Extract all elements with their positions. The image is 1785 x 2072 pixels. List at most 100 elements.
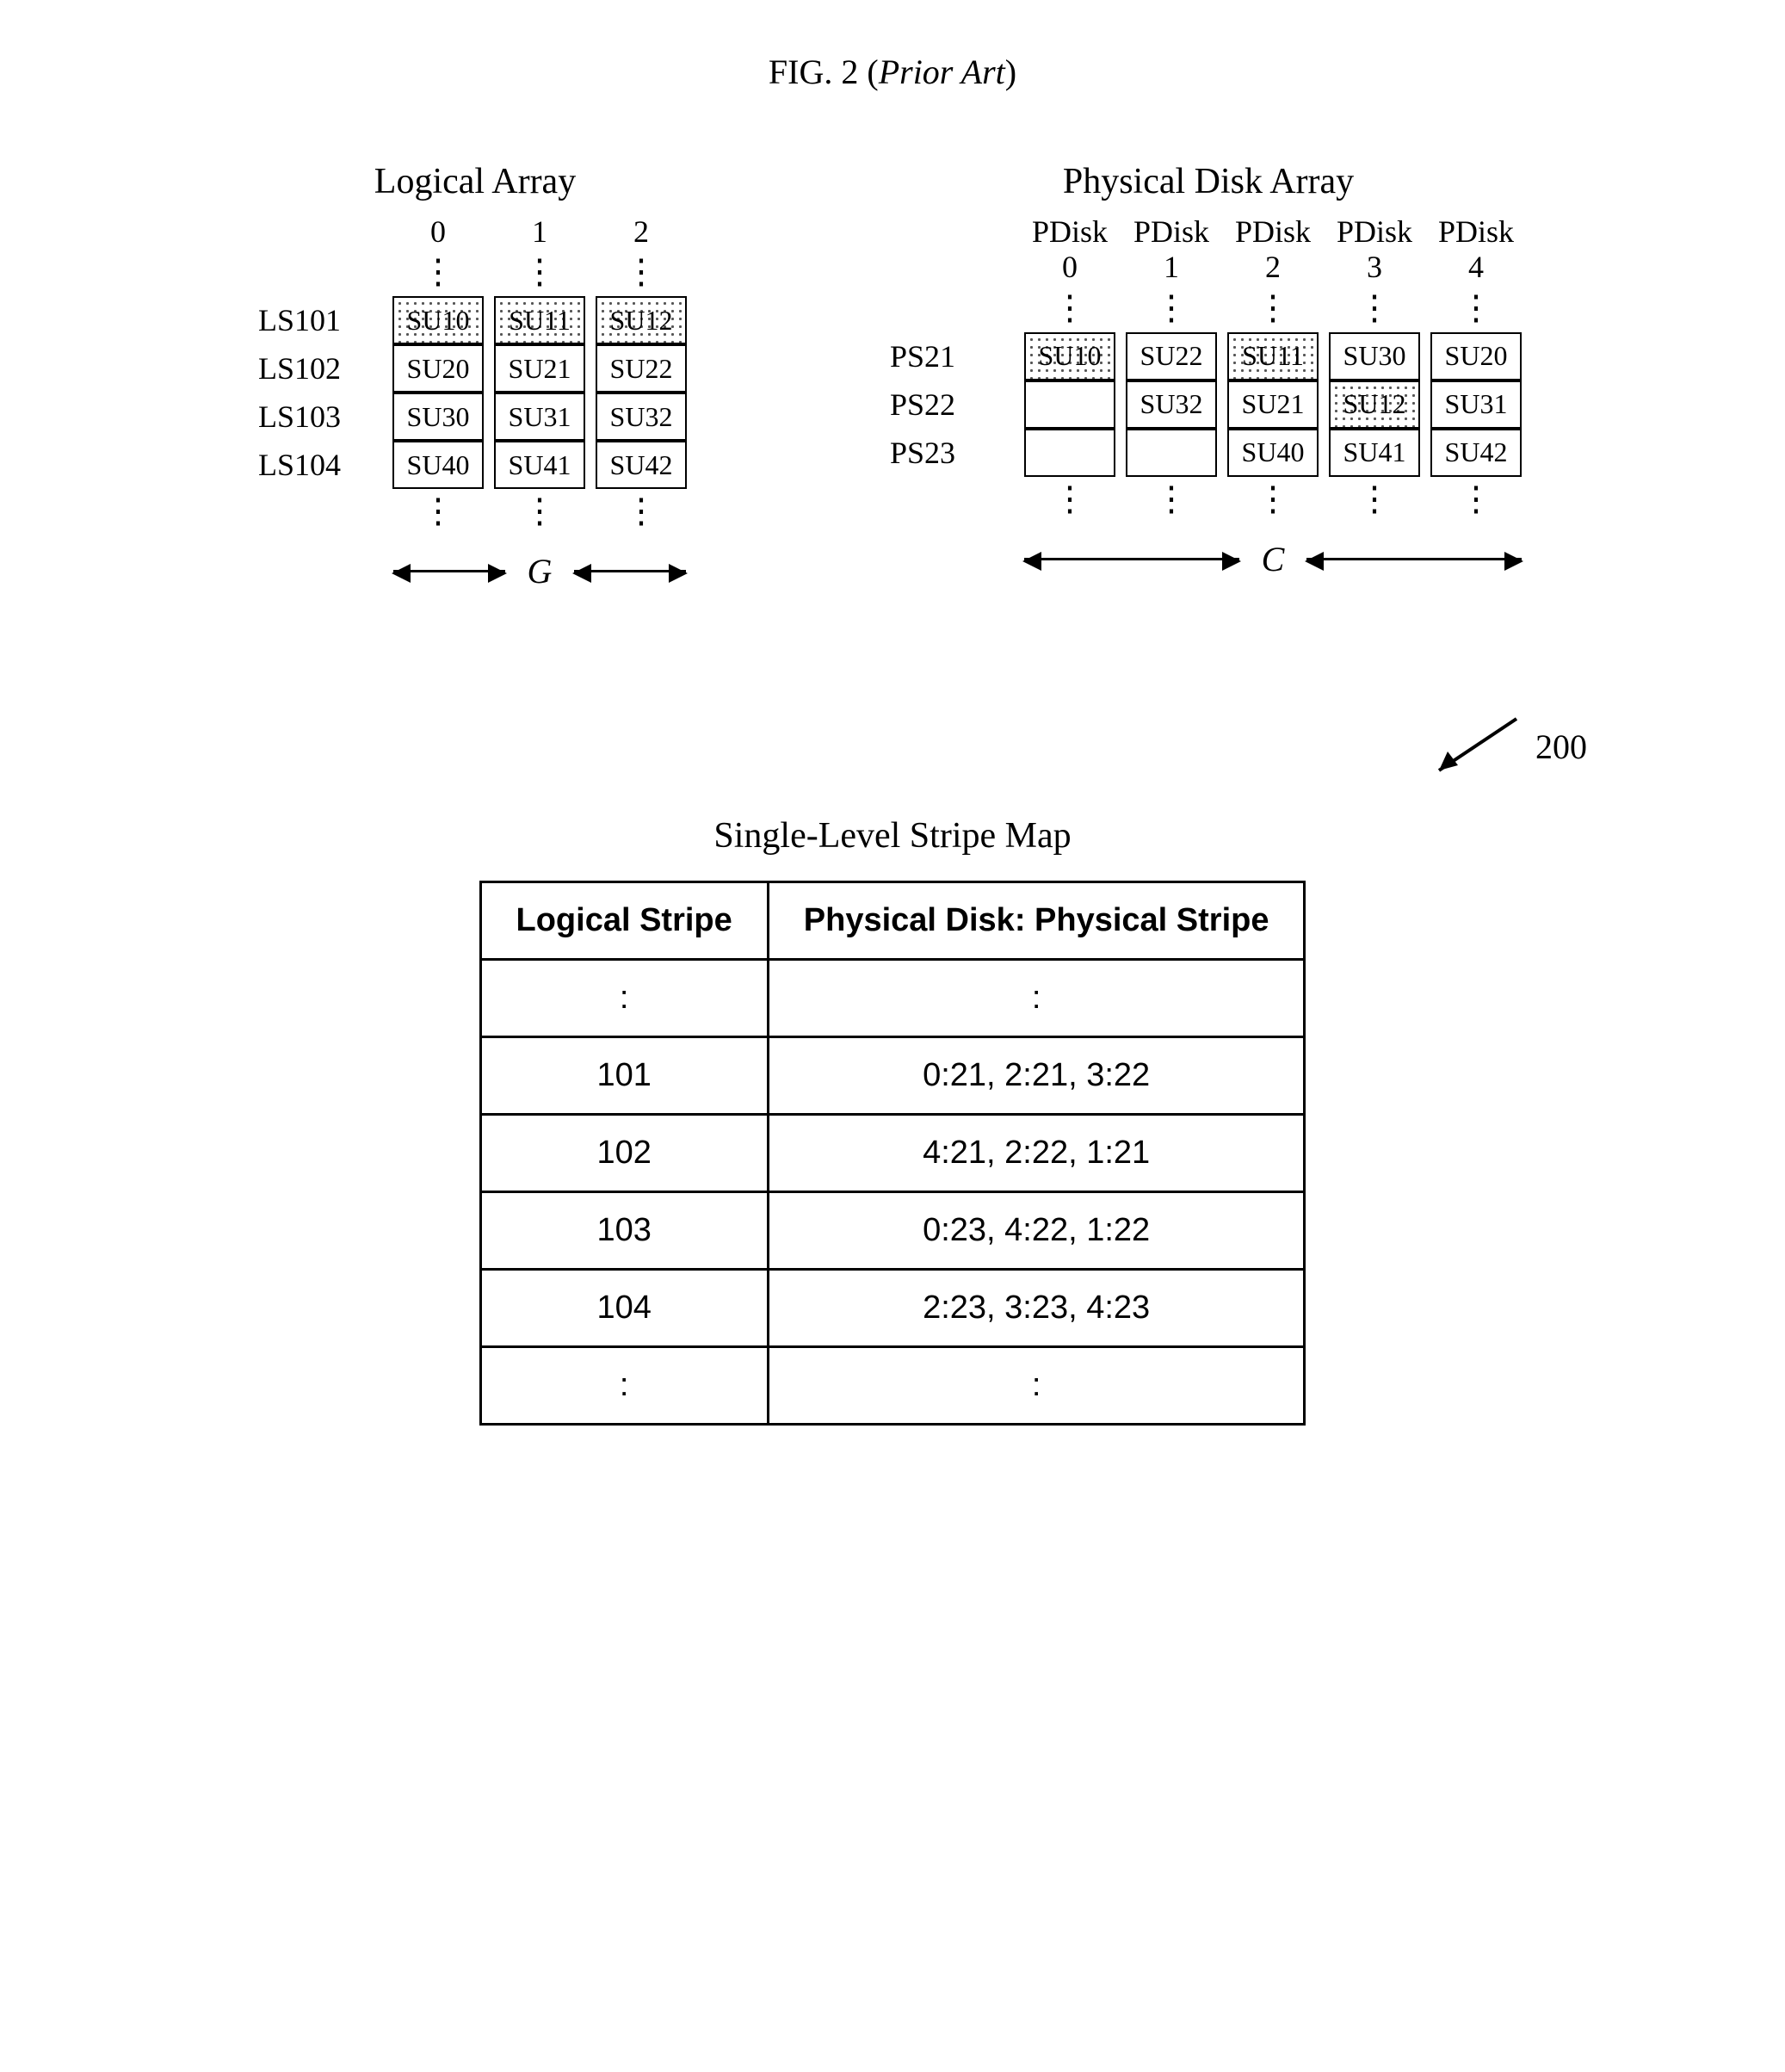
table-cell: 103 (480, 1192, 768, 1270)
physical-rows: PS21SU10SU22SU11SU30SU20 PS22 SU32SU21SU12… (890, 332, 1527, 477)
physical-col-header: PDisk 3 (1324, 214, 1425, 286)
physical-array-title: Physical Disk Array (1063, 161, 1354, 202)
table-cell: : (480, 960, 768, 1037)
stripe-map-title: Single-Level Stripe Map (34, 815, 1751, 857)
ellipsis-icon (1019, 477, 1121, 523)
physical-column-headers: PDisk 0PDisk 1PDisk 2PDisk 3PDisk 4 (890, 214, 1527, 286)
callout-200: 200 (1422, 712, 1587, 781)
logical-cell: SU42 (596, 441, 687, 489)
logical-column-headers: 012 (258, 214, 692, 250)
ellipsis-icon (489, 250, 590, 296)
figure-title: FIG. 2 (Prior Art) (34, 52, 1751, 92)
physical-row-label: PS21 (890, 332, 1019, 380)
figure-qualifier: Prior Art (879, 53, 1005, 91)
physical-cell: SU31 (1430, 380, 1522, 429)
logical-col-header: 2 (590, 214, 692, 250)
table-row: :: (480, 1347, 1305, 1425)
table-cell: 101 (480, 1037, 768, 1115)
ellipsis-icon (1121, 477, 1222, 523)
logical-row-label: LS102 (258, 344, 387, 393)
table-row: 1024:21, 2:22, 1:21 (480, 1115, 1305, 1192)
logical-row: LS102SU20SU21SU22 (258, 344, 692, 393)
physical-row: PS22 SU32SU21SU12SU31 (890, 380, 1527, 429)
ellipsis-icon (590, 250, 692, 296)
table-row: 1030:23, 4:22, 1:22 (480, 1192, 1305, 1270)
ellipsis-icon (1425, 477, 1527, 523)
logical-cell: SU21 (494, 344, 585, 393)
logical-cell: SU22 (596, 344, 687, 393)
logical-row: LS103SU30SU31SU32 (258, 393, 692, 441)
callout-label: 200 (1535, 727, 1587, 767)
physical-cell: SU42 (1430, 429, 1522, 477)
table-cell: 102 (480, 1115, 768, 1192)
physical-col-header: PDisk 2 (1222, 214, 1324, 286)
table-cell: 0:21, 2:21, 3:22 (768, 1037, 1305, 1115)
physical-cell (1126, 429, 1217, 477)
logical-width-label: G (528, 551, 553, 591)
physical-col-header: PDisk 4 (1425, 214, 1527, 286)
logical-row-label: LS103 (258, 393, 387, 441)
table-cell: : (768, 1347, 1305, 1425)
table-header-cell: Logical Stripe (480, 882, 768, 960)
logical-cell: SU11 (494, 296, 585, 344)
logical-col-header: 0 (387, 214, 489, 250)
ellipsis-icon (387, 489, 489, 535)
physical-cell: SU40 (1227, 429, 1319, 477)
ellipsis-icon (387, 250, 489, 296)
table-row: :: (480, 960, 1305, 1037)
logical-cell: SU20 (392, 344, 484, 393)
physical-cell: SU21 (1227, 380, 1319, 429)
figure-label: FIG. 2 (769, 53, 858, 91)
physical-cell: SU12 (1329, 380, 1420, 429)
table-cell: 4:21, 2:22, 1:21 (768, 1115, 1305, 1192)
logical-row-label: LS101 (258, 296, 387, 344)
physical-array: Physical Disk Array PDisk 0PDisk 1PDisk … (890, 161, 1527, 591)
physical-cell: SU22 (1126, 332, 1217, 380)
table-cell: 2:23, 3:23, 4:23 (768, 1270, 1305, 1347)
logical-cell: SU31 (494, 393, 585, 441)
ellipsis-icon (1425, 286, 1527, 332)
table-body: ::1010:21, 2:21, 3:221024:21, 2:22, 1:21… (480, 960, 1305, 1425)
physical-cell (1024, 380, 1115, 429)
logical-cell: SU40 (392, 441, 484, 489)
logical-rows: LS101SU10SU11SU12LS102SU20SU21SU22LS103S… (258, 296, 692, 489)
table-row: 1042:23, 3:23, 4:23 (480, 1270, 1305, 1347)
logical-bottom-ellipsis (258, 489, 692, 535)
physical-row-label: PS23 (890, 429, 1019, 477)
ellipsis-icon (1324, 286, 1425, 332)
ellipsis-icon (1222, 477, 1324, 523)
physical-cell (1024, 429, 1115, 477)
physical-row-label: PS22 (890, 380, 1019, 429)
logical-cell: SU41 (494, 441, 585, 489)
table-cell: : (768, 960, 1305, 1037)
physical-bottom-ellipsis (890, 477, 1527, 523)
physical-cell: SU30 (1329, 332, 1420, 380)
logical-cell: SU32 (596, 393, 687, 441)
logical-row-label: LS104 (258, 441, 387, 489)
logical-row: LS101SU10SU11SU12 (258, 296, 692, 344)
table-header-row: Logical StripePhysical Disk: Physical St… (480, 882, 1305, 960)
arrays-row: Logical Array 012 LS101SU10SU11SU12LS102… (34, 161, 1751, 591)
physical-cell: SU11 (1227, 332, 1319, 380)
logical-array: Logical Array 012 LS101SU10SU11SU12LS102… (258, 161, 692, 591)
physical-cell: SU20 (1430, 332, 1522, 380)
ellipsis-icon (590, 489, 692, 535)
logical-width-arrow: G (393, 551, 687, 591)
ellipsis-icon (1019, 286, 1121, 332)
table-cell: 104 (480, 1270, 768, 1347)
table-cell: : (480, 1347, 768, 1425)
physical-col-header: PDisk 0 (1019, 214, 1121, 286)
physical-width-label: C (1262, 539, 1285, 579)
logical-col-header: 1 (489, 214, 590, 250)
logical-array-title: Logical Array (374, 161, 576, 202)
ellipsis-icon (1324, 477, 1425, 523)
logical-cell: SU12 (596, 296, 687, 344)
ellipsis-icon (1121, 286, 1222, 332)
physical-cell: SU32 (1126, 380, 1217, 429)
physical-cell: SU10 (1024, 332, 1115, 380)
physical-top-ellipsis (890, 286, 1527, 332)
physical-row: PS23SU40SU41SU42 (890, 429, 1527, 477)
logical-cell: SU30 (392, 393, 484, 441)
callout-arrow-icon (1422, 712, 1525, 781)
table-header-cell: Physical Disk: Physical Stripe (768, 882, 1305, 960)
